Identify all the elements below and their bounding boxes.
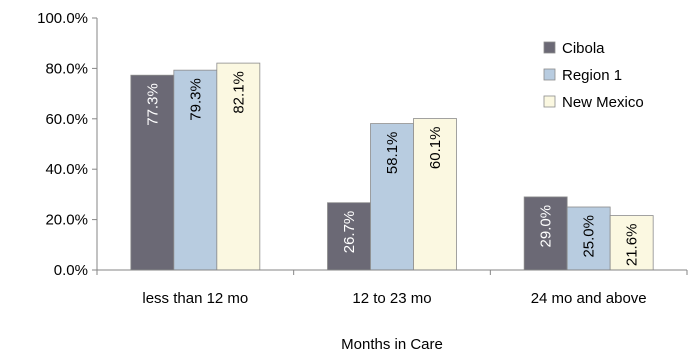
legend-label: Region 1 xyxy=(562,67,622,84)
bar-region-1 xyxy=(173,69,218,271)
x-category-label: less than 12 mo xyxy=(142,290,248,307)
data-label: 60.1% xyxy=(427,127,444,170)
y-tick-label: 60.0% xyxy=(45,111,88,128)
legend-label: New Mexico xyxy=(562,94,644,111)
data-label: 82.1% xyxy=(230,71,247,114)
legend-label: Cibola xyxy=(562,40,605,57)
y-tick-label: 100.0% xyxy=(37,10,88,27)
x-category-label: 12 to 23 mo xyxy=(352,290,431,307)
bar-region-1 xyxy=(370,123,414,271)
data-label: 26.7% xyxy=(341,211,358,254)
y-axis: 0.0% 20.0% 40.0% 60.0% 80.0% 100.0% xyxy=(37,10,98,279)
y-tick-label: 20.0% xyxy=(45,212,88,229)
legend: Cibola Region 1 New Mexico xyxy=(543,40,644,111)
data-label: 58.1% xyxy=(384,132,401,175)
data-label: 21.6% xyxy=(624,224,641,267)
data-label: 77.3% xyxy=(144,83,161,126)
legend-swatch xyxy=(543,41,556,54)
bar-region-1 xyxy=(566,206,611,271)
bar-cibola xyxy=(327,202,371,271)
y-tick-label: 80.0% xyxy=(45,60,88,77)
data-label: 79.3% xyxy=(187,78,204,121)
y-tick-label: 40.0% xyxy=(45,161,88,178)
data-label: 29.0% xyxy=(538,205,555,248)
x-category-label: 24 mo and above xyxy=(531,290,647,307)
bars: 77.3% 26.7% 29.0% 79.3% 58.1% 25.0% 82.1% 60.1%… xyxy=(130,62,654,271)
y-tick-label: 0.0% xyxy=(54,262,88,279)
bar-new-mexico xyxy=(413,118,457,271)
bar-new-mexico xyxy=(216,62,261,271)
bar-new-mexico xyxy=(609,215,654,271)
x-axis-title: Months in Care xyxy=(341,336,443,353)
bar-cibola xyxy=(523,196,568,271)
legend-swatch xyxy=(543,68,556,81)
x-axis: less than 12 mo 12 to 23 mo 24 mo and abov… xyxy=(96,269,688,307)
legend-swatch xyxy=(543,95,556,108)
data-label: 25.0% xyxy=(581,215,598,258)
